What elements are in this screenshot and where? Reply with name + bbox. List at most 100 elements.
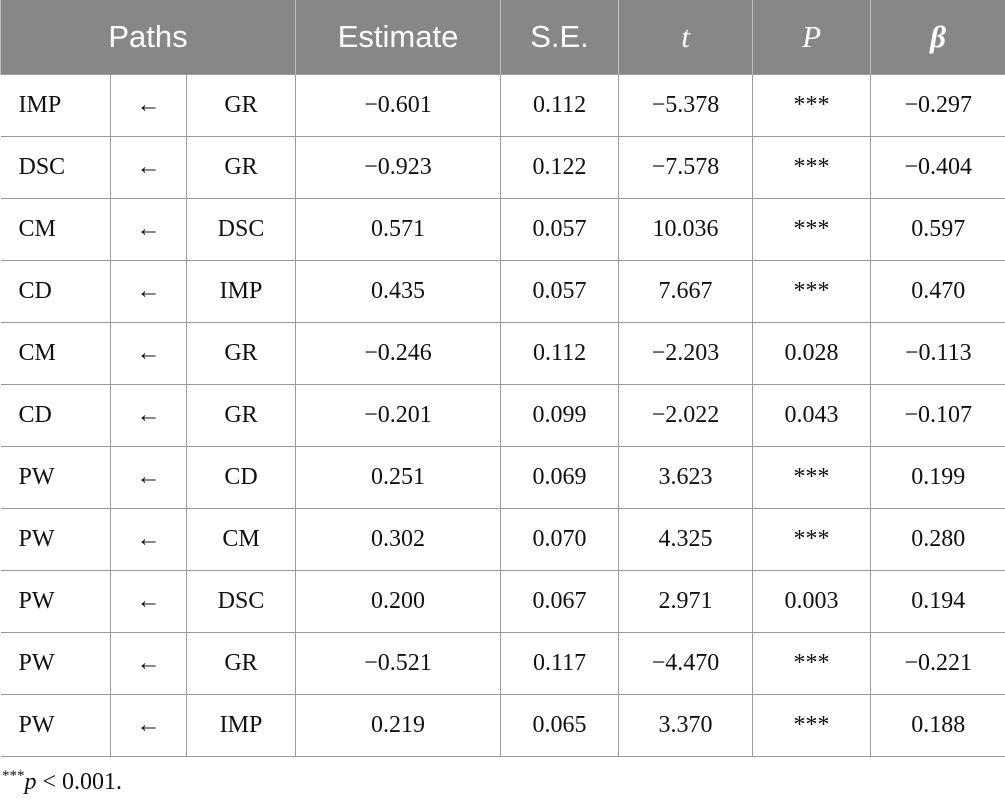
table-cell: −0.521 — [295, 632, 502, 695]
table-row: PW ← DSC 0.200 0.067 2.971 0.003 0.194 — [0, 570, 1005, 633]
table-cell: CM — [185, 508, 297, 571]
table-cell: CD — [185, 446, 297, 509]
table-cell: 0.302 — [295, 508, 502, 571]
footnote-stars: *** — [2, 768, 25, 784]
table-cell: DSC — [0, 136, 111, 199]
table-row: CM ← DSC 0.571 0.057 10.036 *** 0.597 — [0, 198, 1005, 261]
table-cell: PW — [0, 632, 111, 695]
table-row: PW ← IMP 0.219 0.065 3.370 *** 0.188 — [0, 694, 1005, 757]
table-cell: −0.107 — [870, 384, 1005, 447]
table-cell: 0.435 — [295, 260, 502, 323]
table-cell: PW — [0, 694, 111, 757]
table-cell: 0.280 — [870, 508, 1005, 571]
table-cell: 0.597 — [870, 198, 1005, 261]
table-cell: −0.113 — [870, 322, 1005, 385]
table-cell: 0.043 — [752, 384, 872, 447]
table-cell: −7.578 — [618, 136, 754, 199]
table-cell: 0.122 — [500, 136, 620, 199]
table-cell: ← — [110, 694, 187, 757]
table-cell: ← — [110, 136, 187, 199]
table-cell: *** — [752, 632, 872, 695]
table-cell: 0.112 — [500, 322, 620, 385]
table-cell: ← — [110, 74, 187, 137]
table-cell: −0.221 — [870, 632, 1005, 695]
table-cell: −4.470 — [618, 632, 754, 695]
table-cell: CM — [0, 322, 111, 385]
table-cell: −0.601 — [295, 74, 502, 137]
table-row: DSC ← GR −0.923 0.122 −7.578 *** −0.404 — [0, 136, 1005, 199]
table-cell: GR — [185, 384, 297, 447]
table-row: CM ← GR −0.246 0.112 −2.203 0.028 −0.113 — [0, 322, 1005, 385]
table-cell: *** — [752, 198, 872, 261]
header-cell: Estimate — [295, 0, 502, 75]
table-cell: ← — [110, 446, 187, 509]
table-cell: −0.404 — [870, 136, 1005, 199]
table-cell: CD — [0, 260, 111, 323]
table-cell: DSC — [185, 570, 297, 633]
table-cell: −0.923 — [295, 136, 502, 199]
table-cell: −0.201 — [295, 384, 502, 447]
table-cell: CD — [0, 384, 111, 447]
table-cell: 0.028 — [752, 322, 872, 385]
table-cell: *** — [752, 508, 872, 571]
table-cell: −2.203 — [618, 322, 754, 385]
results-table: Paths Estimate S.E. t P β IMP ← GR −0.601 0.… — [0, 0, 1005, 757]
table-cell: 0.067 — [500, 570, 620, 633]
table-cell: 10.036 — [618, 198, 754, 261]
table-cell: 0.003 — [752, 570, 872, 633]
table-row: IMP ← GR −0.601 0.112 −5.378 *** −0.297 — [0, 74, 1005, 137]
table-cell: ← — [110, 198, 187, 261]
table-cell: ← — [110, 508, 187, 571]
table-cell: 0.194 — [870, 570, 1005, 633]
table-row: CD ← GR −0.201 0.099 −2.022 0.043 −0.107 — [0, 384, 1005, 447]
table-cell: 0.099 — [500, 384, 620, 447]
table-cell: PW — [0, 570, 111, 633]
table-cell: GR — [185, 632, 297, 695]
table-cell: IMP — [185, 694, 297, 757]
table-body: IMP ← GR −0.601 0.112 −5.378 *** −0.297 DSC ← GR −0… — [0, 74, 1005, 757]
table-cell: −0.246 — [295, 322, 502, 385]
table-cell: IMP — [185, 260, 297, 323]
table-cell: 0.057 — [500, 260, 620, 323]
table-cell: ← — [110, 260, 187, 323]
table-cell: 0.200 — [295, 570, 502, 633]
table-cell: 0.251 — [295, 446, 502, 509]
footnote-text: < 0.001. — [36, 769, 123, 795]
header-cell: S.E. — [500, 0, 620, 75]
table-cell: GR — [185, 74, 297, 137]
table-cell: 3.623 — [618, 446, 754, 509]
table-cell: IMP — [0, 74, 111, 137]
table-cell: 0.188 — [870, 694, 1005, 757]
footnote-symbol: p — [24, 769, 37, 795]
table-cell: 0.057 — [500, 198, 620, 261]
table-cell: 0.069 — [500, 446, 620, 509]
header-cell: β — [870, 0, 1005, 75]
table-cell: *** — [752, 694, 872, 757]
header-cell: P — [752, 0, 872, 75]
table-cell: −2.022 — [618, 384, 754, 447]
footnote: ***p < 0.001. — [2, 768, 122, 796]
table-cell: 0.219 — [295, 694, 502, 757]
table-cell: *** — [752, 74, 872, 137]
table-cell: ← — [110, 632, 187, 695]
table-cell: ← — [110, 384, 187, 447]
table-row: PW ← GR −0.521 0.117 −4.470 *** −0.221 — [0, 632, 1005, 695]
header-cell: t — [618, 0, 754, 75]
table-cell: GR — [185, 322, 297, 385]
table-cell: DSC — [185, 198, 297, 261]
table-cell: PW — [0, 446, 111, 509]
table-cell: ← — [110, 322, 187, 385]
table-cell: 2.971 — [618, 570, 754, 633]
table-cell: 0.070 — [500, 508, 620, 571]
table-cell: −5.378 — [618, 74, 754, 137]
table-cell: 7.667 — [618, 260, 754, 323]
table-cell: 0.199 — [870, 446, 1005, 509]
table-cell: ← — [110, 570, 187, 633]
table-row: CD ← IMP 0.435 0.057 7.667 *** 0.470 — [0, 260, 1005, 323]
table-cell: *** — [752, 260, 872, 323]
table-row: PW ← CM 0.302 0.070 4.325 *** 0.280 — [0, 508, 1005, 571]
header-cell: Paths — [0, 0, 297, 75]
table-cell: GR — [185, 136, 297, 199]
table-cell: −0.297 — [870, 74, 1005, 137]
header-row: Paths Estimate S.E. t P β — [0, 0, 1005, 75]
